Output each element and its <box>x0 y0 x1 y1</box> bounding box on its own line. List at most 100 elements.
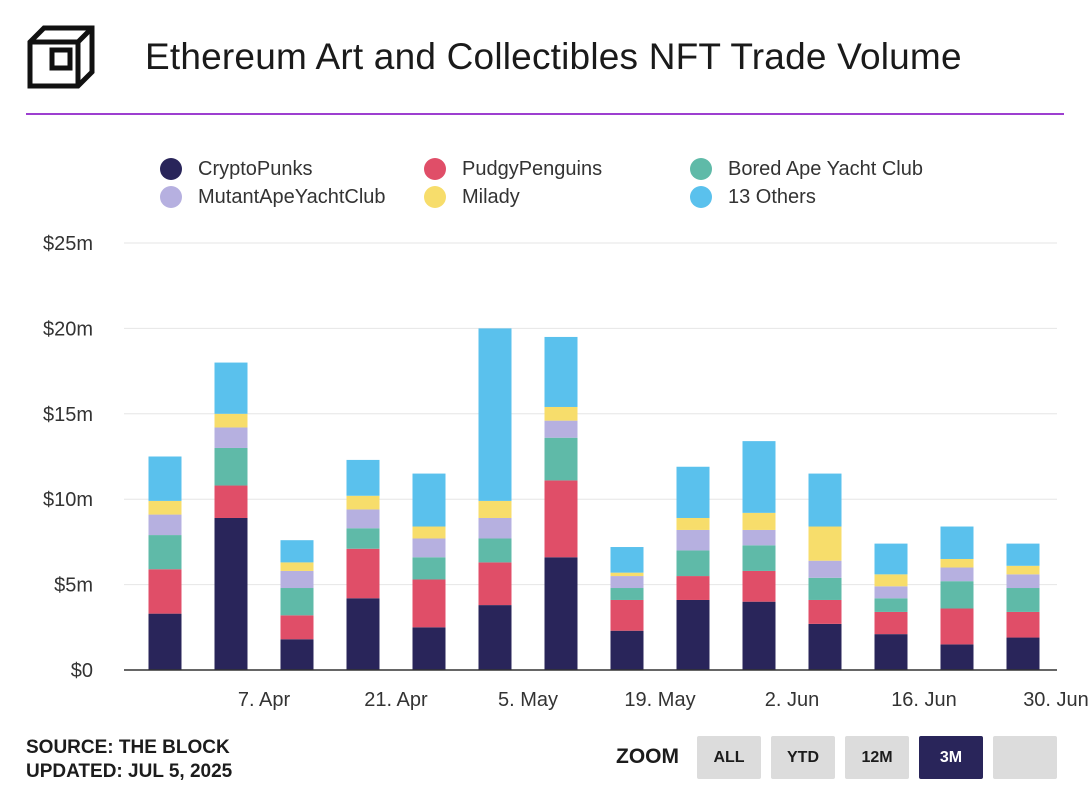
bar-segment[interactable] <box>676 517 710 530</box>
bar-segment[interactable] <box>214 362 248 414</box>
legend-item[interactable]: Bored Ape Yacht Club <box>690 156 923 182</box>
bar-segment[interactable] <box>742 601 776 670</box>
bar-segment[interactable] <box>544 437 578 481</box>
bar-segment[interactable] <box>940 644 974 670</box>
bar-segment[interactable] <box>1006 637 1040 670</box>
bar-segment[interactable] <box>874 598 908 612</box>
bar-segment[interactable] <box>412 473 446 527</box>
bar-segment[interactable] <box>742 529 776 546</box>
bar-segment[interactable] <box>412 557 446 580</box>
bar-segment[interactable] <box>742 441 776 513</box>
bar-segment[interactable] <box>478 500 512 518</box>
bar-segment[interactable] <box>478 562 512 606</box>
bar-segment[interactable] <box>610 599 644 631</box>
bar-segment[interactable] <box>478 605 512 670</box>
bar-segment[interactable] <box>478 328 512 501</box>
bar-segment[interactable] <box>346 459 380 496</box>
bar-segment[interactable] <box>808 623 842 670</box>
bar-segment[interactable] <box>742 570 776 602</box>
bar-segment[interactable] <box>742 512 776 530</box>
legend-label: 13 Others <box>728 185 816 208</box>
bar-segment[interactable] <box>478 538 512 563</box>
bar-segment[interactable] <box>280 639 314 670</box>
bar-segment[interactable] <box>940 526 974 559</box>
bar-segment[interactable] <box>874 574 908 587</box>
bar-segment[interactable] <box>808 526 842 561</box>
bar-segment[interactable] <box>412 579 446 628</box>
bar-segment[interactable] <box>940 608 974 645</box>
bar-segment[interactable] <box>808 599 842 624</box>
bar-segment[interactable] <box>148 456 182 501</box>
legend-item[interactable]: CryptoPunks <box>160 156 313 182</box>
bar-segment[interactable] <box>610 572 644 577</box>
bar-segment[interactable] <box>874 634 908 670</box>
bar-segment[interactable] <box>676 529 710 551</box>
bar-segment[interactable] <box>808 577 842 600</box>
bar-segment[interactable] <box>148 613 182 670</box>
bar-segment[interactable] <box>346 495 380 510</box>
legend-item[interactable]: MutantApeYachtClub <box>160 184 386 210</box>
bar-segment[interactable] <box>676 576 710 600</box>
bar-segment[interactable] <box>940 581 974 609</box>
legend-item[interactable]: 13 Others <box>690 184 816 210</box>
bar-segment[interactable] <box>478 517 512 539</box>
bar-segment[interactable] <box>544 336 578 407</box>
source-note: SOURCE: THE BLOCK UPDATED: JUL 5, 2025 <box>26 736 232 784</box>
bar-segment[interactable] <box>1006 565 1040 575</box>
bar-segment[interactable] <box>1006 574 1040 589</box>
bar-segment[interactable] <box>346 548 380 599</box>
bar-segment[interactable] <box>940 558 974 568</box>
bar-segment[interactable] <box>412 538 446 558</box>
legend-swatch <box>690 186 712 208</box>
legend-item[interactable]: PudgyPenguins <box>424 156 602 182</box>
bar-segment[interactable] <box>808 560 842 578</box>
bar-segment[interactable] <box>214 413 248 428</box>
zoom-3m-button[interactable]: 3M <box>919 736 983 779</box>
bar-segment[interactable] <box>148 569 182 614</box>
zoom-blank-button[interactable] <box>993 736 1057 779</box>
bar-segment[interactable] <box>214 447 248 486</box>
legend-item[interactable]: Milady <box>424 184 520 210</box>
bar-segment[interactable] <box>280 588 314 616</box>
bar-segment[interactable] <box>346 528 380 549</box>
zoom-all-button[interactable]: ALL <box>697 736 761 779</box>
bar-segment[interactable] <box>280 562 314 571</box>
bar-segment[interactable] <box>610 588 644 600</box>
chart-legend: CryptoPunks PudgyPenguins Bored Ape Yacht … <box>160 156 1060 216</box>
bar-segment[interactable] <box>940 567 974 582</box>
bar-segment[interactable] <box>1006 588 1040 612</box>
bar-segment[interactable] <box>412 627 446 670</box>
bar-segment[interactable] <box>610 630 644 670</box>
bar-segment[interactable] <box>676 599 710 670</box>
bar-segment[interactable] <box>280 615 314 640</box>
bar-segment[interactable] <box>148 514 182 536</box>
bar-segment[interactable] <box>412 526 446 539</box>
bar-segment[interactable] <box>874 586 908 599</box>
bar-segment[interactable] <box>214 517 248 670</box>
bar-segment[interactable] <box>874 611 908 635</box>
bar-segment[interactable] <box>214 427 248 448</box>
source-text: SOURCE: THE BLOCK <box>26 737 230 758</box>
bar-segment[interactable] <box>544 420 578 438</box>
bar-segment[interactable] <box>676 466 710 518</box>
bar-segment[interactable] <box>610 576 644 589</box>
zoom-12m-button[interactable]: 12M <box>845 736 909 779</box>
bar-segment[interactable] <box>874 543 908 575</box>
bar-segment[interactable] <box>346 598 380 670</box>
bar-segment[interactable] <box>544 557 578 670</box>
bar-segment[interactable] <box>808 473 842 527</box>
bar-segment[interactable] <box>610 547 644 573</box>
bar-segment[interactable] <box>676 550 710 577</box>
bar-segment[interactable] <box>280 540 314 563</box>
bar-segment[interactable] <box>280 570 314 589</box>
bar-segment[interactable] <box>148 500 182 515</box>
bar-segment[interactable] <box>1006 611 1040 638</box>
bar-segment[interactable] <box>544 406 578 421</box>
bar-segment[interactable] <box>346 509 380 529</box>
bar-segment[interactable] <box>742 545 776 571</box>
bar-segment[interactable] <box>544 480 578 558</box>
zoom-ytd-button[interactable]: YTD <box>771 736 835 779</box>
bar-segment[interactable] <box>214 485 248 518</box>
bar-segment[interactable] <box>1006 543 1040 566</box>
bar-segment[interactable] <box>148 535 182 570</box>
